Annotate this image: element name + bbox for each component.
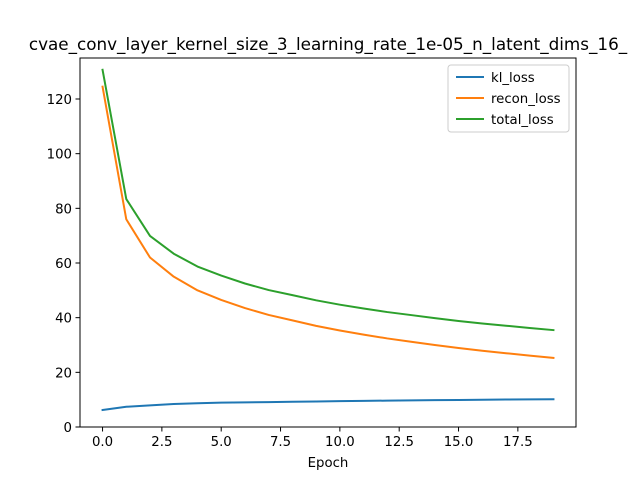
x-tick-label: 7.5 — [270, 435, 291, 450]
x-tick-label: 17.5 — [503, 435, 533, 450]
series-line-recon-loss — [101, 85, 555, 359]
y-tick-label: 40 — [55, 312, 72, 327]
y-tick-label: 20 — [55, 366, 72, 381]
y-tick-label: 0 — [64, 421, 72, 436]
legend-label-recon-loss: recon_loss — [491, 92, 561, 107]
legend-label-total-loss: total_loss — [491, 113, 554, 128]
x-tick-label: 0.0 — [92, 435, 113, 450]
legend-box — [447, 64, 570, 133]
x-tick-label: 2.5 — [151, 435, 172, 450]
y-tick-label: 60 — [55, 257, 72, 272]
legend: kl_loss recon_loss total_loss — [447, 64, 570, 133]
x-tick-label: 15.0 — [444, 435, 474, 450]
y-tick-label: 120 — [47, 93, 72, 108]
series-line-total-loss — [101, 68, 555, 332]
x-axis-label: Epoch — [308, 456, 349, 471]
x-tick-label: 12.5 — [384, 435, 414, 450]
series-line-kl-loss — [101, 398, 555, 412]
y-tick-label: 100 — [47, 148, 72, 163]
plot-frame — [79, 57, 577, 428]
x-tick-label: 10.0 — [325, 435, 355, 450]
chart-title: cvae_conv_layer_kernel_size_3_learning_r… — [29, 34, 628, 55]
legend-label-kl-loss: kl_loss — [491, 71, 535, 86]
x-tick-label: 5.0 — [211, 435, 232, 450]
y-tick-label: 80 — [55, 202, 72, 217]
